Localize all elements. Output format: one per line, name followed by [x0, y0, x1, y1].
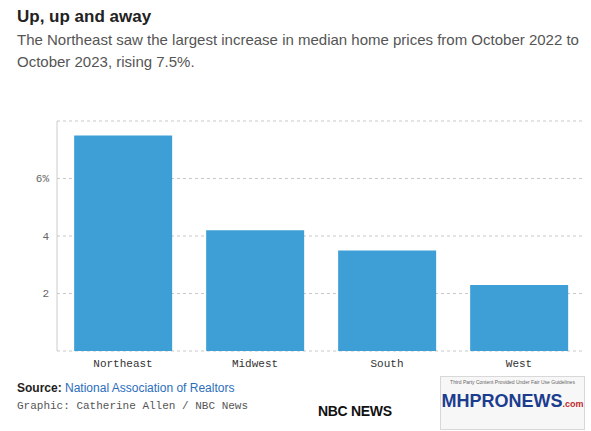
svg-text:Midwest: Midwest — [232, 358, 278, 370]
html-text:Source: National Association o: Source: National Association of Realtors — [17, 381, 235, 395]
html-text:MHPRONEWS.com: MHPRONEWS.com — [441, 391, 584, 411]
html-text:NBC NEWS: NBC NEWS — [318, 403, 392, 419]
html-text:Graphic: Catherine Allen / NBC: Graphic: Catherine Allen / NBC News — [17, 400, 248, 412]
html-text:The Northeast saw the largest: The Northeast saw the largest increase i… — [17, 31, 579, 70]
svg-text:4: 4 — [42, 231, 49, 243]
html-text:Third Party Content Provided U: Third Party Content Provided Under Fair … — [450, 379, 575, 385]
svg-text:West: West — [506, 358, 532, 370]
html-text:Up, up and away: Up, up and away — [17, 7, 152, 26]
svg-text:Northeast: Northeast — [93, 358, 152, 370]
svg-text:South: South — [370, 358, 403, 370]
svg-text:2: 2 — [42, 288, 49, 300]
svg-text:6%: 6% — [36, 173, 50, 185]
